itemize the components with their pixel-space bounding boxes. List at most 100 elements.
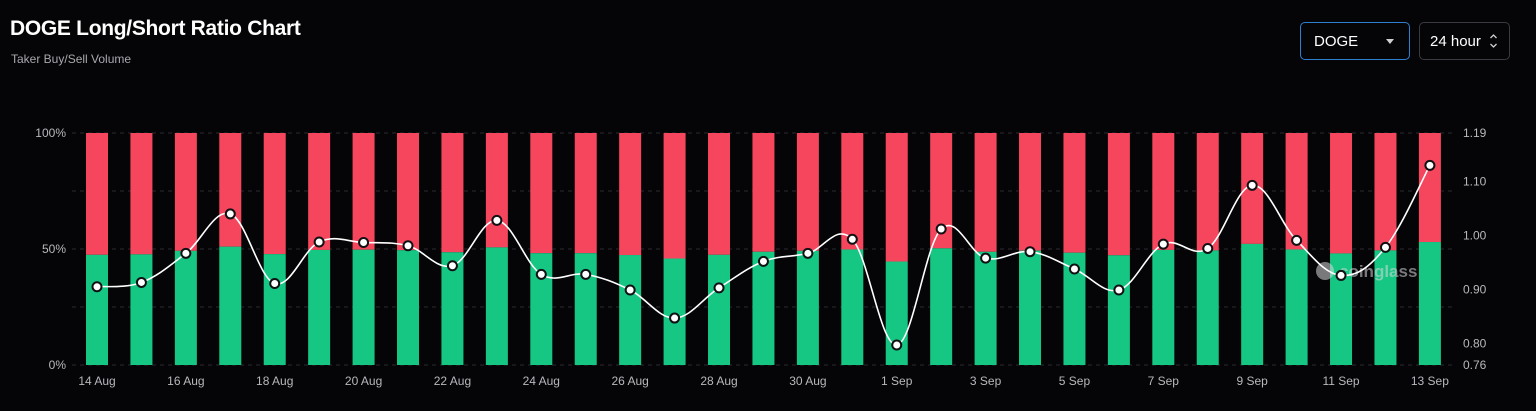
ratio-point[interactable] bbox=[580, 268, 592, 280]
short-bar[interactable] bbox=[485, 133, 508, 248]
short-bar[interactable] bbox=[86, 133, 108, 255]
ratio-point[interactable] bbox=[757, 255, 769, 267]
long-bar[interactable] bbox=[1241, 243, 1264, 365]
short-bar[interactable] bbox=[974, 133, 997, 252]
long-bar[interactable] bbox=[796, 250, 819, 365]
short-bar[interactable] bbox=[174, 133, 197, 251]
long-bar[interactable] bbox=[219, 246, 242, 365]
ratio-point[interactable] bbox=[624, 284, 636, 296]
ratio-point[interactable] bbox=[1424, 159, 1436, 171]
short-bar[interactable] bbox=[930, 133, 953, 249]
ratio-point[interactable] bbox=[1024, 246, 1036, 258]
long-bar[interactable] bbox=[1019, 250, 1042, 365]
ratio-point[interactable] bbox=[1291, 234, 1303, 246]
long-bar[interactable] bbox=[841, 249, 864, 365]
y-right-tick-label: 1.10 bbox=[1463, 175, 1487, 189]
ratio-point[interactable] bbox=[269, 278, 281, 290]
long-bar[interactable] bbox=[930, 248, 953, 365]
ratio-point[interactable] bbox=[980, 252, 992, 264]
ratio-point[interactable] bbox=[1157, 238, 1169, 250]
ratio-point[interactable] bbox=[535, 268, 547, 280]
ratio-point[interactable] bbox=[1202, 242, 1214, 254]
short-bar[interactable] bbox=[574, 133, 597, 254]
long-bar[interactable] bbox=[1418, 242, 1441, 365]
long-bar[interactable] bbox=[441, 252, 464, 365]
short-bar[interactable] bbox=[796, 133, 819, 251]
long-bar[interactable] bbox=[974, 251, 997, 365]
long-bar[interactable] bbox=[663, 258, 686, 365]
period-select-value: 24 hour bbox=[1430, 32, 1481, 50]
long-bar[interactable] bbox=[530, 253, 553, 365]
ratio-point[interactable] bbox=[1246, 179, 1258, 191]
long-bar[interactable] bbox=[397, 250, 420, 365]
short-bar[interactable] bbox=[1374, 133, 1397, 251]
ratio-point[interactable] bbox=[1068, 263, 1080, 275]
ratio-point[interactable] bbox=[935, 223, 947, 235]
long-bar[interactable] bbox=[263, 254, 286, 365]
long-bar[interactable] bbox=[574, 253, 597, 365]
short-bar[interactable] bbox=[441, 133, 464, 253]
ratio-point[interactable] bbox=[1113, 284, 1125, 296]
ratio-point[interactable] bbox=[91, 281, 103, 293]
long-bar[interactable] bbox=[86, 254, 108, 365]
long-bar[interactable] bbox=[1152, 249, 1175, 365]
short-bar[interactable] bbox=[1285, 133, 1308, 250]
ratio-point[interactable] bbox=[713, 282, 725, 294]
coin-select[interactable]: DOGE bbox=[1300, 22, 1410, 60]
x-tick-label: 30 Aug bbox=[789, 374, 826, 388]
y-left-tick-label: 50% bbox=[42, 242, 66, 256]
ratio-point[interactable] bbox=[224, 208, 236, 220]
long-bar[interactable] bbox=[1374, 250, 1397, 365]
short-bar[interactable] bbox=[1063, 133, 1086, 253]
long-bar[interactable] bbox=[752, 251, 775, 365]
short-bar[interactable] bbox=[130, 133, 153, 255]
long-bar[interactable] bbox=[1285, 249, 1308, 365]
ratio-point[interactable] bbox=[313, 236, 325, 248]
short-bar[interactable] bbox=[1418, 133, 1441, 243]
ratio-point[interactable] bbox=[802, 247, 814, 259]
long-bar[interactable] bbox=[1107, 255, 1130, 365]
short-bar[interactable] bbox=[263, 133, 286, 255]
short-bar[interactable] bbox=[708, 133, 731, 255]
short-bar[interactable] bbox=[1019, 133, 1042, 251]
short-bar[interactable] bbox=[219, 133, 242, 247]
short-bar[interactable] bbox=[530, 133, 553, 254]
long-bar[interactable] bbox=[1063, 252, 1086, 365]
ratio-point[interactable] bbox=[135, 276, 147, 288]
short-bar[interactable] bbox=[1196, 133, 1219, 251]
short-bar[interactable] bbox=[1152, 133, 1175, 250]
long-bar[interactable] bbox=[174, 250, 197, 365]
ratio-point[interactable] bbox=[402, 240, 414, 252]
ratio-point[interactable] bbox=[491, 214, 503, 226]
long-bar[interactable] bbox=[885, 261, 908, 365]
long-bar[interactable] bbox=[485, 247, 508, 365]
ratio-point[interactable] bbox=[358, 237, 370, 249]
short-bar[interactable] bbox=[885, 133, 908, 262]
short-bar[interactable] bbox=[397, 133, 420, 251]
long-bar[interactable] bbox=[130, 254, 153, 365]
y-left-tick-label: 100% bbox=[35, 126, 66, 140]
long-bar[interactable] bbox=[708, 254, 731, 365]
short-bar[interactable] bbox=[752, 133, 775, 252]
ratio-point[interactable] bbox=[446, 260, 458, 272]
long-bar[interactable] bbox=[352, 249, 375, 365]
short-bar[interactable] bbox=[1330, 133, 1353, 254]
short-bar[interactable] bbox=[663, 133, 686, 259]
ratio-point[interactable] bbox=[846, 233, 858, 245]
short-bar[interactable] bbox=[619, 133, 642, 256]
short-bar[interactable] bbox=[841, 133, 864, 250]
ratio-point[interactable] bbox=[1335, 269, 1347, 281]
ratio-point[interactable] bbox=[1379, 241, 1391, 253]
long-bar[interactable] bbox=[1196, 250, 1219, 365]
ratio-point[interactable] bbox=[891, 339, 903, 351]
period-select[interactable]: 24 hour bbox=[1419, 22, 1510, 60]
ratio-point[interactable] bbox=[180, 247, 192, 259]
long-bar[interactable] bbox=[308, 249, 331, 365]
watermark-text: coinglass bbox=[1339, 262, 1417, 281]
long-bar[interactable] bbox=[619, 255, 642, 365]
short-bar[interactable] bbox=[308, 133, 331, 250]
short-bar[interactable] bbox=[352, 133, 375, 250]
long-bar[interactable] bbox=[1330, 253, 1353, 365]
short-bar[interactable] bbox=[1107, 133, 1130, 256]
ratio-point[interactable] bbox=[669, 312, 681, 324]
